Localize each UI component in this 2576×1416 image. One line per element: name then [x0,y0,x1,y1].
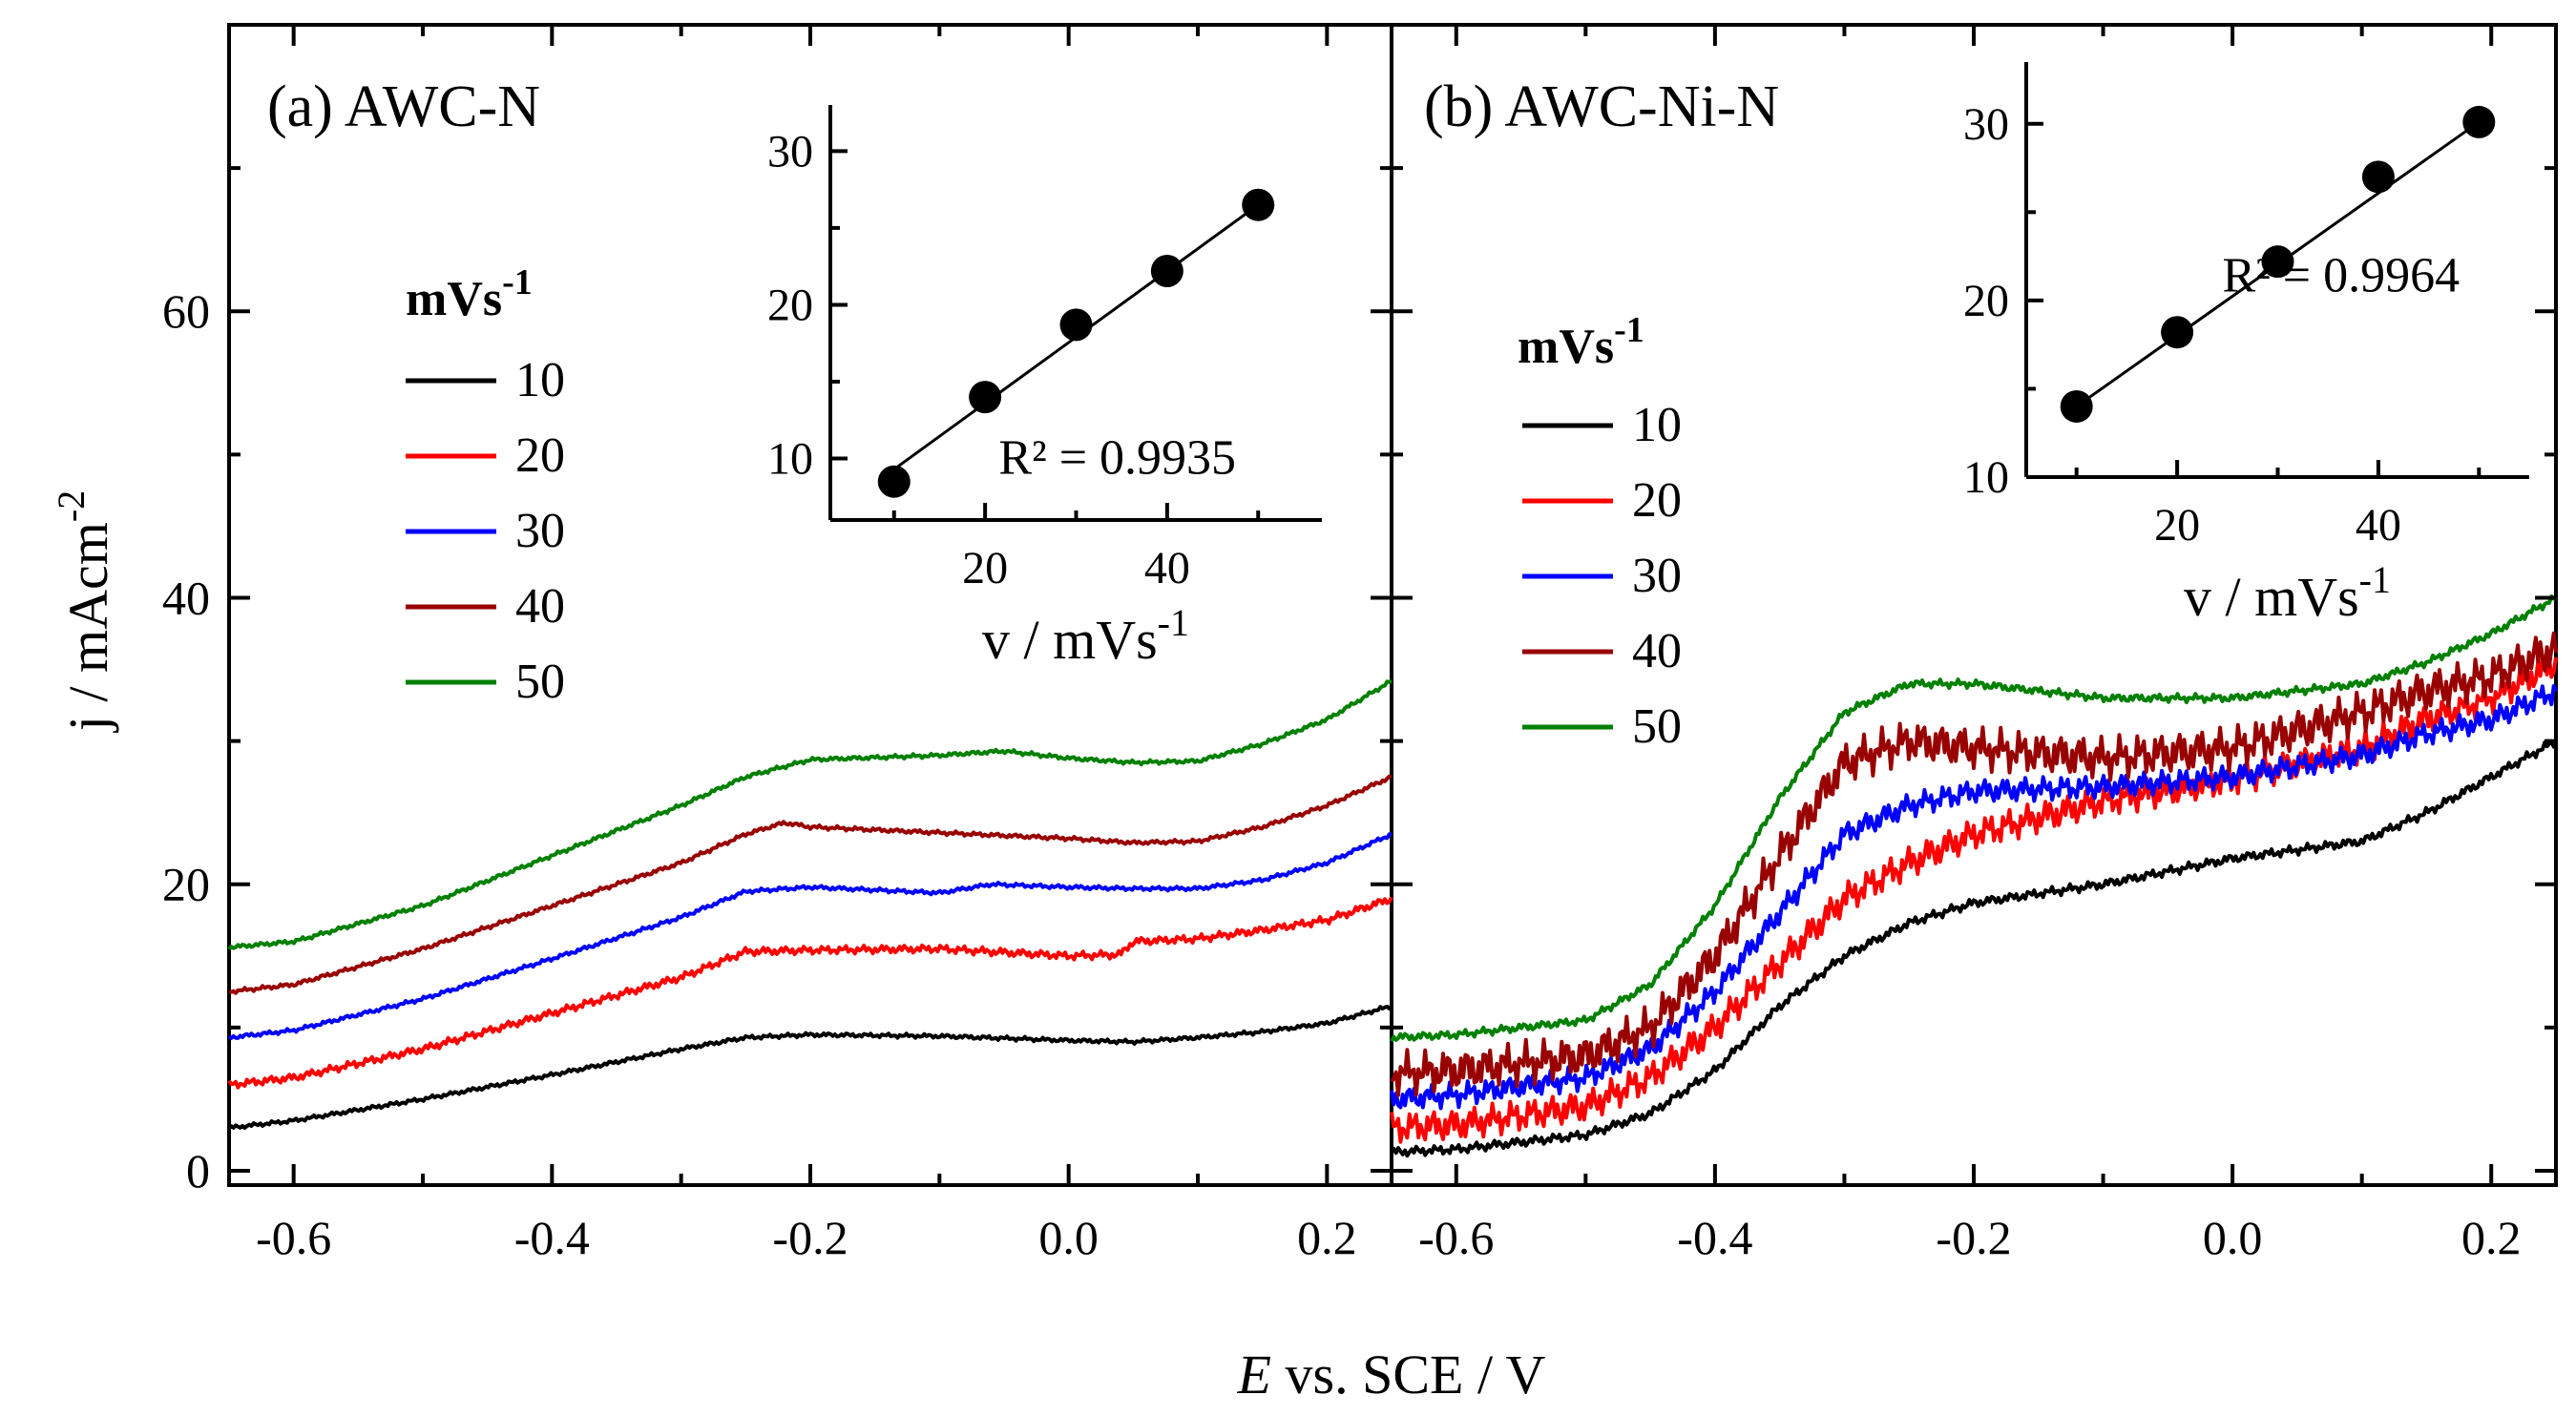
inset-y-tick-label-b: 10 [1963,452,2009,503]
series-line-a-10 [227,1004,1393,1130]
panel-b-inset: 20 40 10 20 30 R² = 0.9964 v / mVs-1 [1963,62,2529,628]
series-line-a-30 [227,832,1392,1040]
inset-data-point-b [2060,389,2093,423]
series-line-a-40 [228,774,1393,995]
panel-a-axes: -0.6 -0.4 -0.2 0.0 0.2 0 20 40 60 [162,25,1392,1264]
inset-x-axis-label-main-b: v / mVs [2184,566,2359,628]
x-tick-label-a: -0.2 [772,1211,848,1264]
inset-y-tick-label-a: 20 [767,280,813,330]
inset-data-point-a [969,381,1002,414]
inset-x-tick-label-a: 20 [962,543,1008,593]
series-line-b-50 [1390,593,2558,1042]
y-axis-label-sup: -2 [50,490,93,522]
series-line-b-40 [1390,631,2558,1097]
inset-data-point-a [1059,308,1093,342]
inset-r2-label-a: R² = 0.9935 [998,431,1236,486]
legend-title-b: mVs-1 [1518,310,1644,374]
x-tick-label-a: -0.6 [256,1211,331,1264]
panel-a-legend: mVs-1 10 20 30 40 50 [406,262,565,709]
panel-b-title: (b) AWC-Ni-N [1424,74,1779,139]
x-tick-label-b: -0.6 [1418,1211,1494,1264]
panel-b-legend: mVs-1 10 20 30 40 50 [1518,310,1682,754]
inset-data-point-b [2361,160,2395,194]
x-tick-label-a: -0.4 [514,1211,590,1264]
inset-x-axis-label-main-a: v / mVs [982,609,1158,671]
x-tick-label-b: 0.0 [2203,1211,2263,1264]
inset-x-axis-label-b: v / mVs-1 [2184,558,2391,628]
inset-r2-label-b: R² = 0.9964 [2223,249,2461,303]
legend-label-a: 30 [515,504,565,558]
legend-title-sup-a: -1 [502,262,533,302]
legend-title-main-b: mVs [1518,320,1614,374]
x-tick-label-a: 0.2 [1297,1211,1357,1264]
y-tick-label-a: 60 [162,284,210,338]
inset-x-axis-label-sup-b: -1 [2359,558,2391,601]
panel-a-series [227,678,1393,1130]
series-line-b-30 [1390,684,2558,1111]
inset-x-tick-label-b: 40 [2356,500,2401,551]
inset-x-axis-label-sup-a: -1 [1158,601,1189,644]
inset-data-point-a [877,465,911,498]
y-tick-label-a: 40 [162,571,210,624]
inset-y-tick-label-a: 30 [767,126,813,177]
series-line-b-10 [1390,739,2558,1158]
legend-label-b: 10 [1632,398,1682,452]
inset-x-tick-label-b: 20 [2154,500,2200,551]
legend-label-b: 30 [1632,549,1682,603]
legend-title-sup-b: -1 [1614,310,1644,350]
legend-label-a: 10 [515,353,565,407]
panel-a-inset: 20 40 10 20 30 R² = 0.9935 v / mVs-1 [767,105,1322,671]
x-axis-label-italic: E [1237,1343,1271,1406]
legend-title-a: mVs-1 [406,262,533,326]
series-line-a-20 [227,896,1393,1090]
x-axis-label: E vs. SCE / V [1237,1343,1546,1406]
panel-a-title: (a) AWC-N [267,74,540,139]
legend-label-b: 40 [1632,624,1682,678]
legend-label-b: 50 [1632,699,1682,754]
legend-label-b: 20 [1632,473,1682,528]
y-axis-label: j / mAcm-2 [50,490,119,733]
legend-label-a: 40 [515,579,565,634]
inset-data-point-b [2462,105,2496,138]
panel-b-axes: -0.6 -0.4 -0.2 0.0 0.2 [1392,25,2556,1264]
inset-y-tick-label-b: 20 [1963,276,2009,326]
series-line-a-50 [227,678,1393,951]
panel-b-series [1390,593,2558,1158]
inset-x-axis-label-a: v / mVs-1 [982,601,1189,671]
y-tick-label-a: 20 [162,858,210,911]
legend-title-main-a: mVs [406,272,502,326]
y-axis-label-main: j / mAcm [57,522,119,733]
inset-y-tick-label-b: 30 [1963,99,2009,150]
y-tick-label-a: 0 [186,1144,210,1197]
inset-x-tick-label-a: 40 [1144,543,1190,593]
x-tick-label-b: -0.4 [1677,1211,1752,1264]
inset-data-point-a [1242,188,1275,221]
inset-data-point-b [2161,316,2194,349]
inset-data-point-a [1150,255,1183,287]
x-axis-label-rest: vs. SCE / V [1271,1343,1546,1406]
legend-label-a: 50 [515,655,565,709]
x-tick-label-b: -0.2 [1936,1211,2011,1264]
x-tick-label-b: 0.2 [2461,1211,2522,1264]
inset-data-point-b [2261,245,2294,279]
legend-label-a: 20 [515,428,565,483]
inset-y-tick-label-a: 10 [767,434,813,485]
x-tick-label-a: 0.0 [1038,1211,1099,1264]
